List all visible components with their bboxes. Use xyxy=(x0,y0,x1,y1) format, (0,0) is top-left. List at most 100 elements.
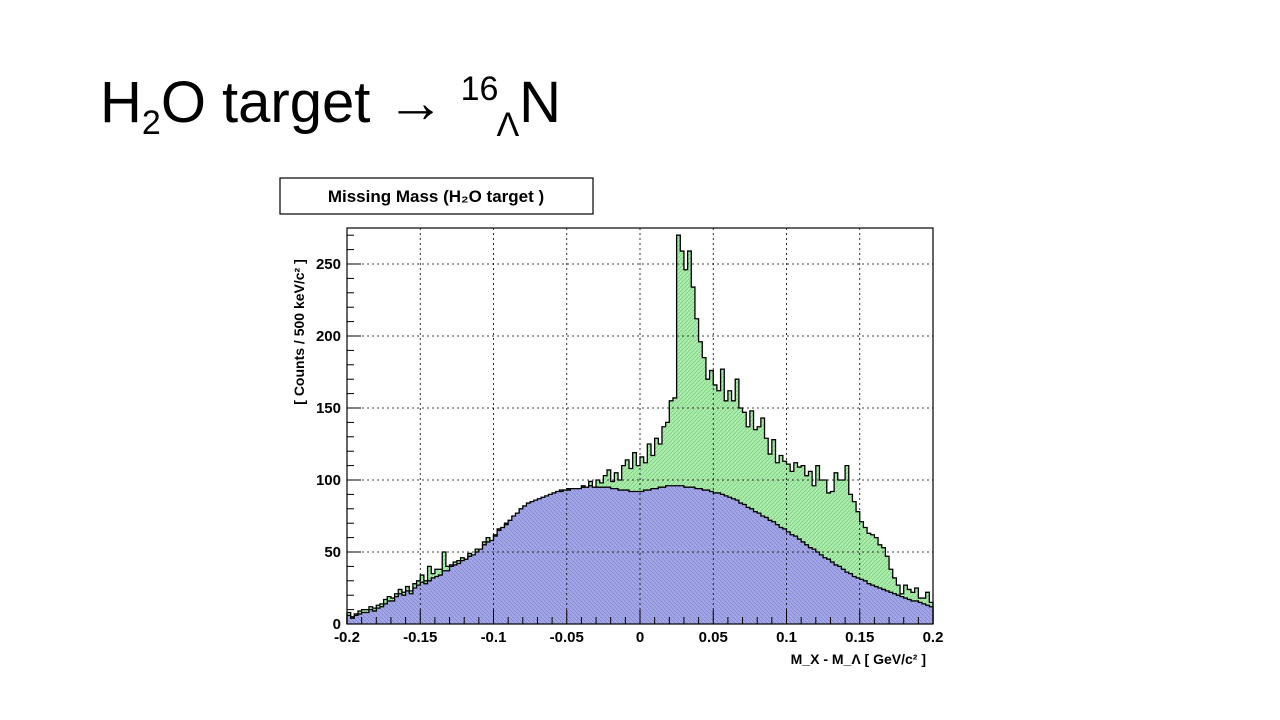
histogram-bin-blue xyxy=(650,488,655,624)
histogram-bin-blue xyxy=(874,586,879,624)
histogram-bin-green xyxy=(845,465,850,624)
histogram-bin-blue xyxy=(900,596,904,624)
histogram-bin-blue xyxy=(412,588,417,624)
histogram-bin-blue xyxy=(489,540,494,624)
histogram-bin-blue xyxy=(390,600,395,624)
histogram-bin-blue xyxy=(357,613,362,624)
histogram-bin-blue xyxy=(548,494,553,624)
histogram-bin-blue xyxy=(903,598,908,624)
histogram-bin-blue xyxy=(823,557,828,624)
histogram-bin-green xyxy=(680,251,685,625)
histogram-bin-blue xyxy=(771,521,776,624)
histogram-bin-blue xyxy=(394,596,399,624)
histogram-bin-blue xyxy=(585,487,590,624)
histogram-bin-blue xyxy=(834,564,839,624)
histogram-outline-green xyxy=(346,234,934,624)
histogram-bin-green xyxy=(683,269,688,624)
histogram-bin-blue xyxy=(694,488,699,624)
histogram-bin-blue xyxy=(929,606,934,624)
histogram-bin-blue xyxy=(379,606,384,624)
histogram-bin-blue xyxy=(742,504,747,624)
y-tick-label: 250 xyxy=(316,256,341,273)
histogram-bin-blue xyxy=(409,593,414,624)
histogram-bin-green xyxy=(676,235,681,624)
histogram-bin-green xyxy=(698,341,703,624)
histogram-bin-blue xyxy=(837,566,842,624)
histogram-bin-blue xyxy=(427,580,432,624)
histogram-bin-blue xyxy=(449,566,454,624)
histogram-bin-blue xyxy=(614,488,619,624)
histogram-bin-blue xyxy=(867,583,872,624)
histogram-bin-blue xyxy=(790,534,795,624)
histogram-bin-green xyxy=(878,544,883,624)
histogram-bin-blue xyxy=(885,590,890,624)
x-tick-label: -0.1 xyxy=(481,629,507,646)
title-h: H xyxy=(100,70,142,135)
histogram-bin-blue xyxy=(676,485,681,624)
histogram-bin-blue xyxy=(629,491,633,624)
histogram-bin-blue xyxy=(856,577,861,624)
histogram-bin-green xyxy=(848,494,853,624)
histogram-bin-green xyxy=(852,501,857,624)
x-tick-label: 0.1 xyxy=(776,629,797,646)
histogram-bin-blue xyxy=(493,536,498,624)
histogram-bin-blue xyxy=(555,491,560,624)
histogram-bin-blue xyxy=(749,508,754,624)
histogram-bin-blue xyxy=(511,516,516,624)
histogram-bin-blue xyxy=(878,588,883,624)
histogram-bin-blue xyxy=(519,508,524,624)
histogram-bin-blue xyxy=(423,583,428,624)
histogram-bin-blue xyxy=(852,576,857,624)
histogram-bin-blue xyxy=(416,585,421,624)
histogram-bin-blue xyxy=(738,503,743,624)
histogram-bin-blue xyxy=(445,570,450,624)
histogram-bin-blue xyxy=(497,530,502,624)
histogram-bin-green xyxy=(830,491,835,624)
y-tick-label: 0 xyxy=(333,616,341,633)
arrow-icon: → xyxy=(386,70,445,135)
histogram-bin-blue xyxy=(691,487,696,624)
histogram-bin-blue xyxy=(354,615,359,624)
x-axis-label: M_X - M_Λ [ GeV/c² ] xyxy=(791,651,926,667)
histogram-bin-blue xyxy=(588,485,593,624)
histogram-bin-blue xyxy=(442,570,447,624)
histogram-bin-blue xyxy=(863,580,868,624)
histogram-bin-blue xyxy=(779,527,784,624)
histogram-bin-blue xyxy=(508,520,513,624)
x-tick-label: 0.15 xyxy=(845,629,874,646)
histogram-bin-blue xyxy=(757,513,762,624)
histogram-bin-blue xyxy=(581,487,586,624)
histogram-bin-blue xyxy=(775,524,780,624)
histogram-bin-blue xyxy=(925,605,930,624)
histogram-bin-blue xyxy=(713,492,718,624)
histogram-bin-blue xyxy=(753,511,758,624)
histogram-bin-blue xyxy=(892,593,897,624)
histogram-bin-blue xyxy=(361,612,366,624)
histogram-bin-blue xyxy=(383,603,388,624)
histogram-bin-blue xyxy=(438,575,443,624)
histogram-bin-blue xyxy=(889,592,894,624)
histogram-bin-blue xyxy=(467,556,472,624)
histogram-bin-blue xyxy=(731,498,736,624)
histogram-bin-blue xyxy=(643,490,648,624)
histogram-bin-green xyxy=(874,537,879,624)
histogram-bin-blue xyxy=(471,554,476,624)
histogram-bin-green xyxy=(815,465,820,624)
title-subscript-lambda: Λ xyxy=(496,106,520,144)
histogram-bin-blue xyxy=(720,494,725,624)
histogram-bin-blue xyxy=(680,485,685,624)
histogram-bin-blue xyxy=(793,536,798,624)
histogram-bin-green xyxy=(859,521,864,624)
title-n: N xyxy=(519,70,562,135)
histogram-bin-blue xyxy=(592,487,597,624)
histogram-bin-blue xyxy=(544,495,549,624)
histogram-bin-blue xyxy=(870,585,875,624)
histogram-bin-blue xyxy=(618,490,622,624)
x-tick-label: 0 xyxy=(636,629,644,646)
histogram-bin-blue xyxy=(368,609,373,624)
histogram-bin-blue xyxy=(859,579,864,624)
title-subscript-2: 2 xyxy=(141,104,161,142)
x-tick-label: -0.15 xyxy=(403,629,437,646)
histogram-bin-blue xyxy=(504,524,509,624)
histogram-bin-green xyxy=(826,492,831,624)
